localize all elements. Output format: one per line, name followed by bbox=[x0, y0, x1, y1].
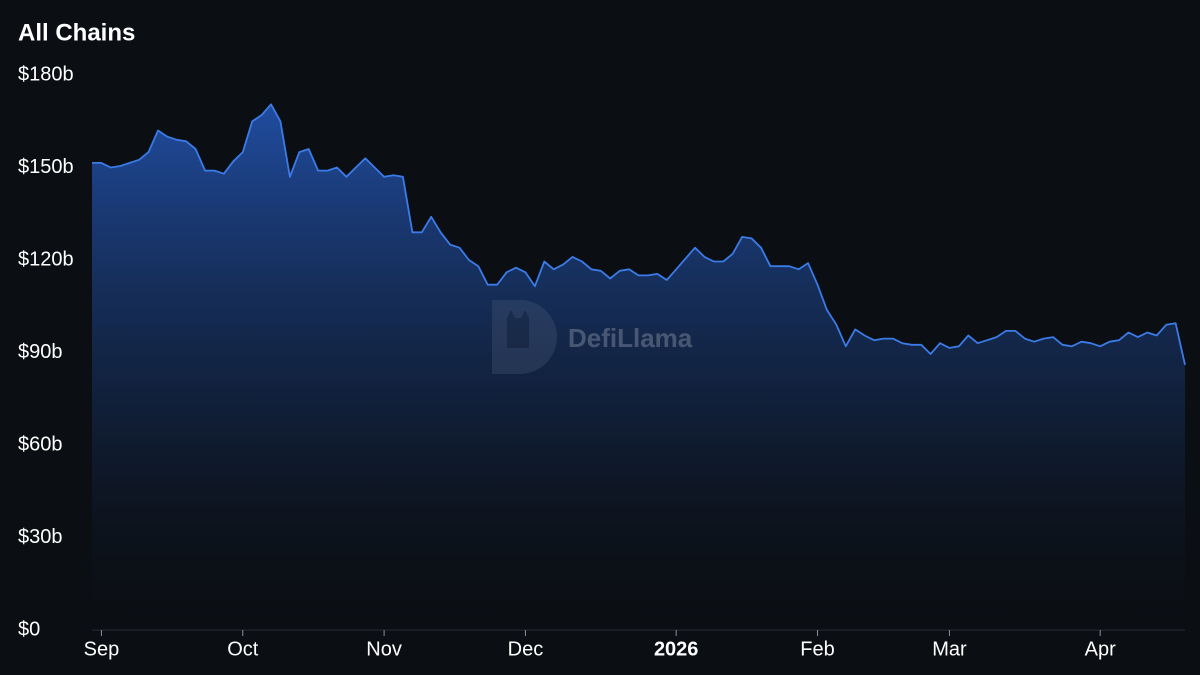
watermark-llama bbox=[507, 310, 529, 348]
x-tick-label: Mar bbox=[932, 638, 967, 660]
x-tick-label: Oct bbox=[227, 638, 259, 660]
y-tick-label: $90b bbox=[18, 341, 63, 363]
line bbox=[92, 103, 1186, 365]
x-tick-label: Feb bbox=[800, 638, 834, 660]
y-tick-label: $150b bbox=[18, 156, 74, 178]
chart-title: All Chains bbox=[18, 19, 135, 46]
y-tick-label: $30b bbox=[18, 526, 63, 548]
x-tick-label: Nov bbox=[366, 638, 402, 660]
x-tick-label: Apr bbox=[1085, 638, 1116, 660]
area bbox=[92, 104, 1185, 631]
y-tick-label: $180b bbox=[18, 63, 74, 85]
y-tick-label: $120b bbox=[18, 248, 74, 270]
x-tick-label: Sep bbox=[84, 638, 120, 660]
watermark-logo bbox=[492, 300, 557, 374]
watermark bbox=[492, 300, 557, 374]
y-tick-label: $0 bbox=[18, 618, 40, 640]
watermark-text: DefiLlama bbox=[568, 323, 693, 353]
y-tick-label: $60b bbox=[18, 433, 63, 455]
x-tick-label: Dec bbox=[508, 638, 544, 660]
x-tick-label: 2026 bbox=[654, 638, 699, 660]
